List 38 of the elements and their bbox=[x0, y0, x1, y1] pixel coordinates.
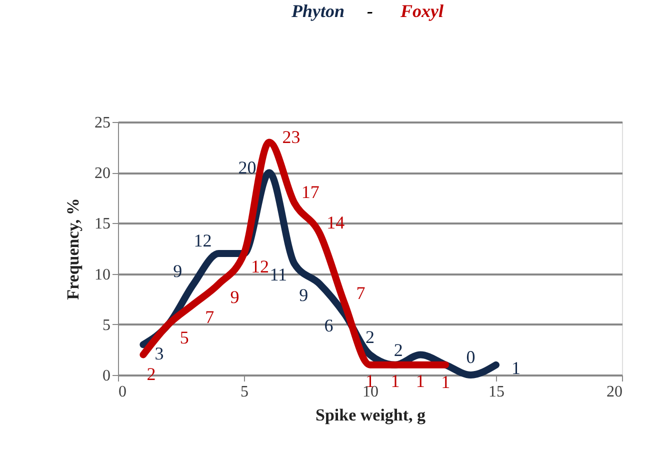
y-tick-label: 5 bbox=[102, 316, 110, 334]
y-tick-label: 15 bbox=[94, 216, 110, 233]
data-label: 23 bbox=[282, 127, 300, 148]
text: Phyton bbox=[290, 1, 345, 21]
data-label: 1 bbox=[416, 370, 425, 391]
data-label: 12 bbox=[194, 230, 212, 251]
data-label: 7 bbox=[356, 283, 366, 304]
x-tick-label: 5 bbox=[240, 384, 248, 400]
data-label: 1 bbox=[390, 370, 400, 391]
chart-title: - bbox=[367, 1, 373, 21]
data-label: 14 bbox=[326, 212, 345, 232]
y-tick-label: 0 bbox=[102, 368, 110, 384]
data-label: 9 bbox=[299, 284, 308, 305]
data-label: 5 bbox=[180, 327, 189, 348]
x-tick-label: 20 bbox=[606, 384, 622, 400]
data-label: 3 bbox=[154, 344, 164, 364]
data-label: 1 bbox=[512, 358, 520, 378]
data-label: 11 bbox=[270, 264, 288, 285]
x-axis-title: Spike weight, g bbox=[315, 406, 426, 424]
text: Foxyl bbox=[400, 1, 444, 21]
data-label: 20 bbox=[238, 158, 256, 178]
data-label: 0 bbox=[466, 347, 476, 367]
y-axis-title: Frequency, % bbox=[64, 198, 82, 300]
data-label: 7 bbox=[205, 307, 214, 328]
x-tick-label: 15 bbox=[488, 384, 504, 400]
data-label: 1 bbox=[441, 372, 450, 392]
data-label: 6 bbox=[324, 315, 334, 336]
y-tick-label: 20 bbox=[94, 165, 110, 182]
data-label: 9 bbox=[173, 260, 182, 281]
data-label: 2 bbox=[394, 340, 403, 360]
x-tick-label: 0 bbox=[118, 384, 126, 400]
data-label: 9 bbox=[230, 286, 240, 307]
data-label: 17 bbox=[301, 182, 320, 202]
data-label: 2 bbox=[366, 326, 374, 347]
data-label: 2 bbox=[146, 364, 156, 384]
y-tick-label: 10 bbox=[94, 266, 110, 284]
y-tick-label: 25 bbox=[94, 114, 110, 132]
data-label: 12 bbox=[251, 256, 269, 277]
